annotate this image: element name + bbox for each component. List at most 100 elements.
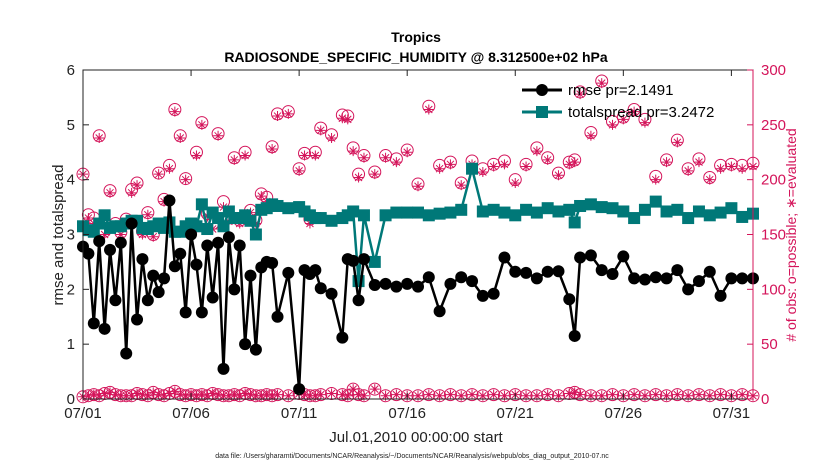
rmse-point (325, 287, 338, 300)
rmse-point (136, 253, 149, 266)
y-right-tick-label: 300 (761, 62, 786, 79)
obs-evaluated-point (607, 119, 618, 130)
obs-evaluated-point (105, 387, 116, 398)
rmse-point (433, 305, 446, 318)
rmse-point (736, 272, 749, 285)
obs-evaluated-point (272, 111, 283, 122)
rmse-point (125, 217, 138, 230)
obs-evaluated-point (342, 390, 353, 401)
totalspread-point (509, 209, 522, 222)
totalspread-point (412, 206, 424, 219)
obs-evaluated-point (196, 389, 207, 400)
rmse-point (617, 250, 630, 263)
obs-possible-point (573, 388, 587, 402)
rmse-point (692, 275, 705, 288)
obs-evaluated-point (650, 389, 661, 400)
obs-evaluated-point (137, 389, 148, 400)
rmse-point (293, 383, 306, 396)
obs-evaluated-point (105, 187, 116, 198)
totalspread-point (568, 216, 581, 229)
y-right-tick-label: 250 (761, 117, 786, 134)
rmse-point (714, 289, 727, 302)
obs-evaluated-point (148, 231, 159, 242)
rmse-point (487, 287, 500, 300)
obs-evaluated-point (353, 172, 364, 183)
obs-evaluated-point (445, 389, 456, 400)
totalspread-point (401, 206, 414, 219)
obs-evaluated-point (693, 389, 704, 400)
obs-evaluated-point (531, 146, 542, 157)
obs-possible-point (508, 388, 522, 402)
rmse-point (352, 294, 365, 307)
obs-evaluated-point (423, 389, 434, 400)
obs-evaluated-point (207, 388, 218, 399)
obs-evaluated-point (256, 390, 267, 401)
y-tick-label: 5 (67, 117, 75, 134)
rmse-point (638, 273, 651, 286)
obs-evaluated-point (510, 177, 521, 188)
obs-possible-point (735, 388, 749, 402)
obs-evaluated-point (94, 390, 105, 401)
obs-evaluated-point (180, 174, 191, 185)
x-axis: 07/01 07/06 07/11 07/16 07/21 07/26 07/31 (64, 70, 750, 422)
obs-evaluated-point (299, 150, 310, 161)
obs-possible-point (465, 388, 479, 402)
x-tick-label: 07/26 (605, 405, 643, 422)
obs-evaluated-point (553, 170, 564, 181)
obs-possible-point (551, 389, 565, 403)
obs-evaluated-point (83, 213, 94, 224)
rmse-point (455, 271, 468, 284)
obs-evaluated-point (402, 147, 413, 158)
rmse-point (509, 265, 522, 278)
rmse-point (266, 257, 279, 270)
rmse-point (228, 283, 241, 296)
obs-possible-point (443, 388, 457, 402)
rmse-point (217, 362, 230, 375)
totalspread-point (487, 203, 500, 216)
obs-evaluated-point (180, 390, 191, 401)
rmse-point (244, 269, 257, 282)
obs-evaluated-point (115, 390, 126, 401)
obs-evaluated-point (499, 390, 510, 401)
chart-title: Tropics (391, 29, 441, 45)
totalspread-point (692, 205, 705, 218)
rmse-point (563, 293, 576, 306)
obs-evaluated-point (196, 119, 207, 130)
rmse-point (98, 322, 111, 335)
totalspread-point (444, 206, 457, 219)
obs-evaluated-point (434, 390, 445, 401)
totalspread-point (466, 162, 479, 175)
totalspread-point (271, 199, 284, 212)
obs-evaluated-point (391, 389, 402, 400)
rmse-point (282, 266, 295, 279)
obs-evaluated-point (132, 180, 143, 191)
obs-evaluated-point (121, 390, 132, 401)
obs-evaluated-point (531, 390, 542, 401)
rmse-point (120, 347, 133, 360)
rmse-point (271, 310, 284, 323)
obs-evaluated-point (213, 130, 224, 141)
totalspread-point (282, 202, 295, 215)
rmse-point (347, 254, 360, 267)
obs-evaluated-point (310, 150, 321, 161)
obs-possible-point (703, 389, 717, 403)
totalspread-point (357, 209, 370, 222)
obs-evaluated-point (126, 187, 137, 198)
obs-possible-point (660, 389, 674, 403)
totalspread-point (638, 203, 651, 216)
rmse-point (190, 258, 203, 271)
obs-evaluated-point (391, 157, 402, 168)
obs-evaluated-point (148, 387, 159, 398)
rmse-point (104, 243, 117, 256)
obs-evaluated-point (596, 78, 607, 89)
rmse-point (174, 247, 187, 260)
obs-evaluated-point (413, 390, 423, 401)
totalspread-point (530, 206, 543, 219)
obs-possible-point (379, 389, 393, 403)
y-axis-right-label: # of obs: o=possible; ∗=evaluated (783, 128, 799, 341)
obs-evaluated-point (585, 130, 596, 141)
obs-evaluated-point (213, 389, 224, 400)
obs-evaluated-point (369, 169, 380, 180)
obs-evaluated-point (737, 163, 748, 174)
rmse-point (649, 271, 662, 284)
